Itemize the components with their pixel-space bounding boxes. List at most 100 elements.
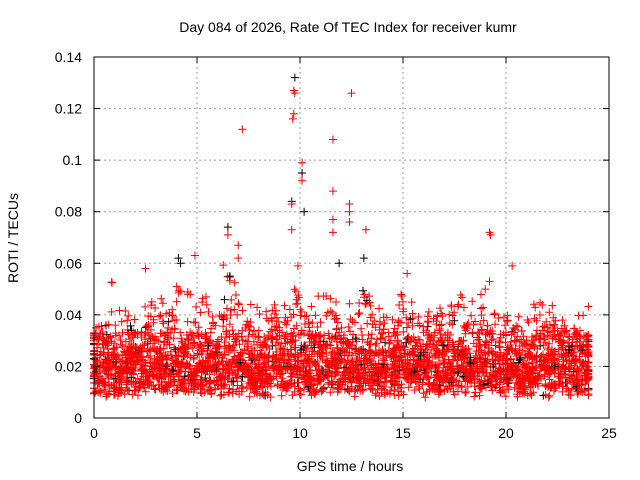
data-point: [183, 288, 192, 297]
data-point: [467, 311, 476, 320]
outlier-point: [347, 89, 356, 98]
data-point: [416, 351, 425, 360]
data-point: [261, 337, 270, 346]
data-point: [198, 298, 207, 307]
data-point: [225, 343, 234, 352]
data-point: [295, 366, 304, 375]
data-point: [267, 334, 276, 343]
data-point: [436, 387, 445, 396]
data-point: [387, 370, 396, 379]
data-point: [425, 380, 434, 389]
data-point: [550, 362, 559, 371]
outlier-point: [298, 169, 307, 178]
data-point: [129, 369, 138, 378]
data-point: [499, 313, 508, 322]
data-point: [274, 317, 283, 326]
data-point: [159, 344, 168, 353]
data-point: [581, 380, 590, 389]
data-point: [123, 385, 132, 394]
data-point: [461, 326, 470, 335]
data-point: [324, 329, 333, 338]
data-point: [190, 339, 199, 348]
data-point: [141, 368, 150, 377]
data-point: [473, 328, 482, 337]
data-point: [248, 330, 257, 339]
data-point: [189, 353, 198, 362]
data-point: [282, 386, 291, 395]
data-point: [479, 303, 488, 312]
data-point: [173, 357, 182, 366]
data-point: [562, 384, 571, 393]
data-point: [386, 387, 395, 396]
data-point: [133, 357, 142, 366]
data-point: [469, 339, 478, 348]
data-point: [495, 338, 504, 347]
data-point: [337, 334, 346, 343]
data-point: [528, 379, 537, 388]
data-point: [231, 359, 240, 368]
data-point: [203, 338, 212, 347]
data-point: [583, 340, 592, 349]
data-point: [477, 376, 486, 385]
data-point: [408, 309, 417, 318]
data-point: [293, 352, 302, 361]
data-point: [459, 350, 468, 359]
data-point: [393, 337, 402, 346]
data-point: [523, 353, 532, 362]
data-point: [550, 330, 559, 339]
data-point: [169, 375, 178, 384]
data-point: [109, 351, 118, 360]
data-point: [118, 362, 127, 371]
data-point: [358, 335, 367, 344]
data-point: [243, 373, 252, 382]
data-point: [355, 309, 364, 318]
data-point: [361, 300, 370, 309]
data-point: [227, 306, 236, 315]
data-point: [199, 344, 208, 353]
data-point: [130, 315, 139, 324]
data-point: [416, 363, 425, 372]
data-point: [487, 382, 496, 391]
data-point: [198, 347, 207, 356]
data-point: [326, 294, 335, 303]
data-point: [214, 381, 223, 390]
data-point: [234, 299, 243, 308]
data-point: [468, 328, 477, 337]
data-point: [395, 373, 404, 382]
data-point: [262, 307, 271, 316]
data-point: [573, 373, 582, 382]
data-point: [194, 323, 203, 332]
data-point: [570, 344, 579, 353]
data-point: [170, 324, 179, 333]
data-point: [237, 348, 246, 357]
data-point: [490, 309, 499, 318]
data-point: [223, 304, 232, 313]
data-point: [395, 300, 404, 309]
data-point: [327, 372, 336, 381]
data-point: [452, 376, 461, 385]
data-point: [363, 359, 372, 368]
y-tick-label: 0.04: [55, 307, 82, 323]
data-point: [388, 315, 397, 324]
data-point: [139, 367, 148, 376]
data-point: [458, 342, 467, 351]
data-point: [571, 355, 580, 364]
data-point: [512, 321, 521, 330]
data-point: [183, 335, 192, 344]
data-point: [390, 390, 399, 399]
data-point: [242, 362, 251, 371]
data-point: [333, 384, 342, 393]
data-point: [550, 347, 559, 356]
data-point: [351, 334, 360, 343]
data-point: [511, 366, 520, 375]
data-point: [322, 349, 331, 358]
data-point: [435, 325, 444, 334]
data-point: [347, 367, 356, 376]
data-point: [144, 377, 153, 386]
data-point: [123, 316, 132, 325]
data-point: [210, 367, 219, 376]
data-point: [570, 324, 579, 333]
data-point: [539, 357, 548, 366]
data-point: [491, 320, 500, 329]
data-point: [446, 330, 455, 339]
